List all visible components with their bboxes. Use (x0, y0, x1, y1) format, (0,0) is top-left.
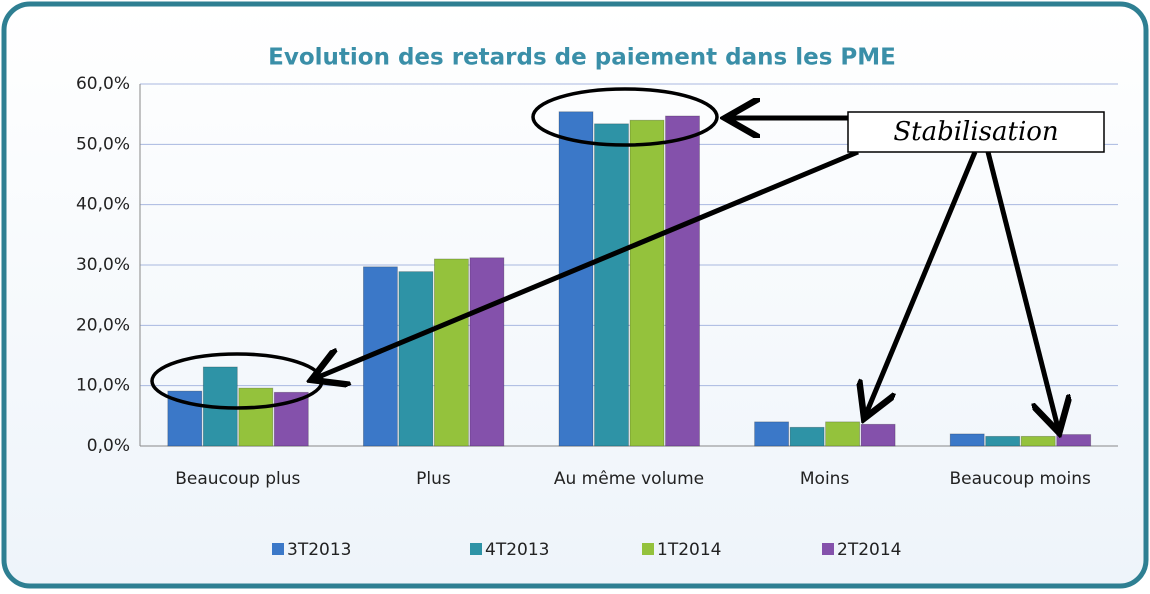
bar (754, 421, 789, 447)
y-tick-label: 50,0% (76, 134, 130, 154)
x-tick-label: Au même volume (554, 469, 704, 489)
bar (433, 258, 469, 447)
y-tick-label: 20,0% (76, 315, 130, 335)
y-tick-label: 40,0% (76, 195, 130, 215)
chart-title: Evolution des retards de paiement dans l… (268, 45, 896, 71)
bar (789, 426, 825, 447)
arrow (866, 151, 978, 414)
legend-label: 1T2014 (657, 540, 721, 560)
x-tick-label: Beaucoup plus (175, 469, 300, 489)
legend-label: 3T2013 (287, 540, 351, 560)
bar (665, 115, 700, 447)
legend-swatch (470, 543, 482, 555)
legend-label: 4T2013 (485, 540, 549, 560)
bar (594, 123, 629, 447)
y-tick-label: 10,0% (76, 376, 130, 396)
y-tick-label: 0,0% (87, 436, 130, 456)
legend-swatch (822, 543, 834, 555)
y-tick-label: 60,0% (76, 74, 130, 94)
ellipse (531, 87, 719, 147)
bar (985, 435, 1021, 447)
annotation-box (847, 111, 1105, 153)
annotations: Stabilisation (150, 87, 1105, 428)
bar (949, 433, 985, 447)
bar (558, 111, 594, 447)
bar (398, 271, 434, 447)
legend-swatch (272, 543, 284, 555)
x-tick-label: Moins (800, 469, 850, 489)
bar (1056, 434, 1092, 447)
bar (629, 119, 665, 447)
x-tick-label: Beaucoup moins (950, 469, 1091, 489)
bar (825, 421, 860, 447)
y-tick-label: 30,0% (76, 255, 130, 275)
bar (469, 257, 505, 447)
arrow (985, 151, 1058, 428)
legend-label: 2T2014 (837, 540, 901, 560)
bar (238, 387, 274, 447)
bar (1020, 435, 1056, 447)
legend-swatch (642, 543, 654, 555)
x-tick-label: Plus (416, 469, 451, 489)
bar (860, 423, 896, 447)
arrow (316, 149, 859, 378)
annotation: Stabilisation (893, 117, 1058, 147)
